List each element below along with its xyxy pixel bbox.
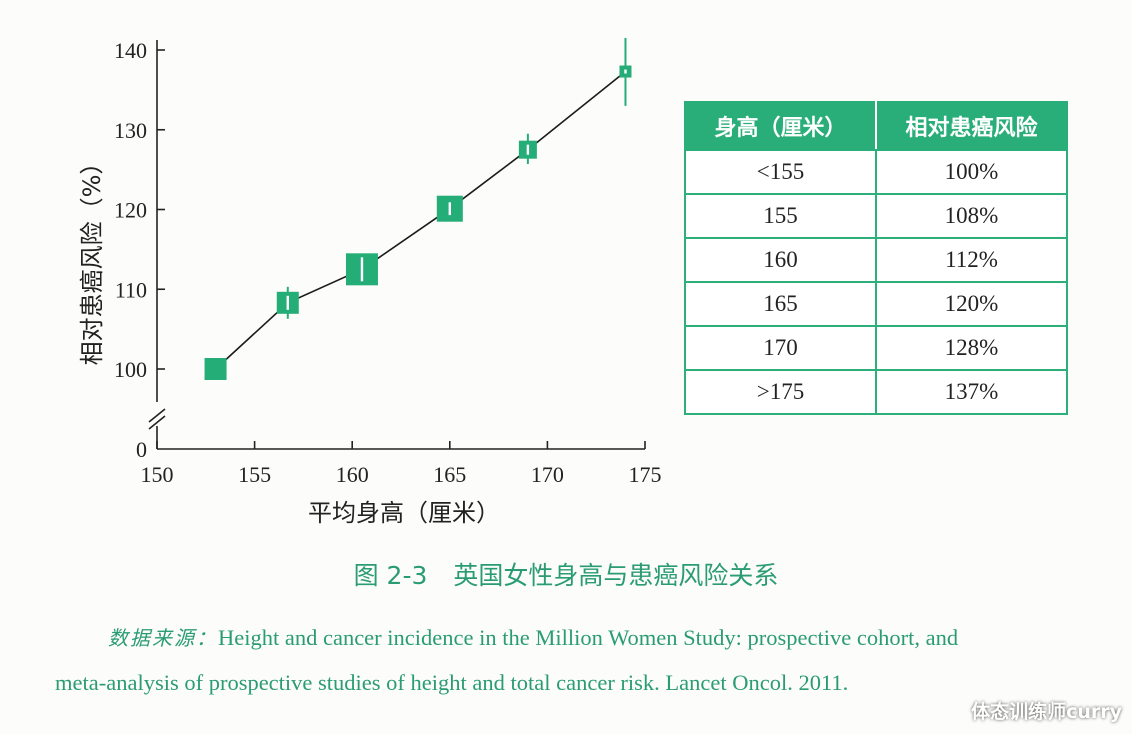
table-cell-risk: 128% xyxy=(875,325,1068,371)
table-row: 155 108% xyxy=(684,193,1068,239)
y-tick-label: 120 xyxy=(114,198,147,223)
watermark: 体态训练师curry xyxy=(971,701,1122,723)
figure-number: 图 2-3 xyxy=(353,561,428,590)
y-tick-label: 110 xyxy=(115,277,147,302)
source-text-2: meta-analysis of prospective studies of … xyxy=(55,670,849,695)
table-cell-height: 155 xyxy=(684,193,877,239)
figure-caption: 图 2-3 英国女性身高与患癌风险关系 xyxy=(0,556,1132,592)
table-cell-risk: 120% xyxy=(875,281,1068,327)
height-risk-table: 身高（厘米） 相对患癌风险 <155 100% 155 108% 160 112% 1… xyxy=(684,101,1068,415)
source-line-1: 数据来源：Height and cancer incidence in the … xyxy=(108,622,958,651)
x-tick-label: 155 xyxy=(238,462,271,487)
table-cell-risk: 137% xyxy=(875,369,1068,415)
table-cell-height: 170 xyxy=(684,325,877,371)
figure-title: 英国女性身高与患癌风险关系 xyxy=(453,561,779,590)
table-cell-risk: 108% xyxy=(875,193,1068,239)
table-header-risk: 相对患癌风险 xyxy=(875,101,1068,151)
y-axis-title: 相对患癌风险（%） xyxy=(78,151,106,366)
series-line xyxy=(215,70,627,370)
table-cell-height: 165 xyxy=(684,281,877,327)
y-tick-label: 140 xyxy=(114,38,147,63)
x-tick-label: 175 xyxy=(629,462,662,487)
table-row: 160 112% xyxy=(684,237,1068,283)
y-tick-label: 0 xyxy=(136,437,147,462)
table-row: 170 128% xyxy=(684,325,1068,371)
table-cell-height: <155 xyxy=(684,149,877,195)
axis-break-mark xyxy=(148,408,166,423)
x-tick-label: 165 xyxy=(433,462,466,487)
table-cell-risk: 100% xyxy=(875,149,1068,195)
axis-break-mark xyxy=(148,415,166,430)
y-tick-label: 130 xyxy=(114,118,147,143)
table-cell-height: >175 xyxy=(684,369,877,415)
chart-ticks: 150 155 160 165 170 175 0 100 110 120 130 140 xyxy=(114,38,662,487)
table-row: 165 120% xyxy=(684,281,1068,327)
table-header-height: 身高（厘米） xyxy=(684,101,877,151)
source-text-1: Height and cancer incidence in the Milli… xyxy=(218,625,959,650)
x-tick-label: 150 xyxy=(141,462,174,487)
table-cell-height: 160 xyxy=(684,237,877,283)
data-point-marker xyxy=(204,358,227,380)
chart-series xyxy=(204,38,632,380)
height-risk-chart: 150 155 160 165 170 175 0 100 110 120 130 140 平均身高（… xyxy=(78,38,662,527)
x-tick-label: 170 xyxy=(531,462,564,487)
x-tick-label: 160 xyxy=(336,462,369,487)
y-tick-label: 100 xyxy=(114,357,147,382)
x-axis-title: 平均身高（厘米） xyxy=(308,499,500,527)
table-row: >175 137% xyxy=(684,369,1068,415)
table-header-row: 身高（厘米） 相对患癌风险 xyxy=(684,101,1068,151)
table-cell-risk: 112% xyxy=(875,237,1068,283)
source-line-2: meta-analysis of prospective studies of … xyxy=(55,670,848,696)
table-row: <155 100% xyxy=(684,149,1068,195)
source-label: 数据来源： xyxy=(108,626,218,650)
